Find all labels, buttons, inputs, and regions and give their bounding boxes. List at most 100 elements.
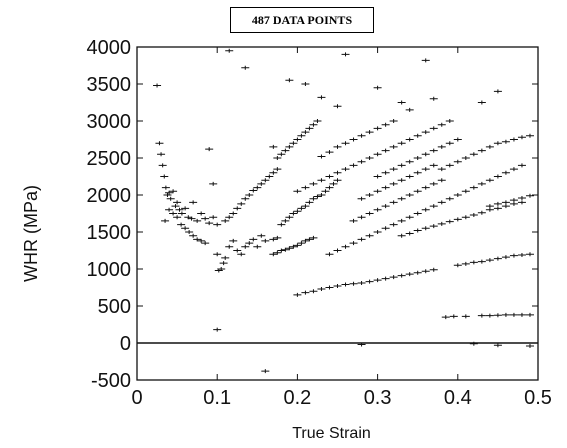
- data-point: [381, 148, 390, 153]
- data-point: [333, 248, 342, 253]
- data-point: [437, 144, 446, 149]
- data-point: [493, 256, 502, 261]
- data-point: [445, 119, 454, 123]
- data-point: [325, 252, 334, 257]
- data-point: [509, 167, 518, 172]
- data-point: [301, 130, 310, 135]
- data-point: [477, 148, 486, 153]
- data-point: [317, 178, 326, 183]
- data-point: [209, 215, 218, 220]
- data-point: [261, 178, 270, 183]
- data-point: [333, 104, 342, 109]
- data-point: [221, 218, 230, 223]
- data-point: [305, 237, 314, 242]
- data-point: [501, 255, 510, 260]
- x-tick-label: 0.1: [203, 387, 231, 409]
- data-point: [285, 215, 294, 220]
- y-tick-label: 2000: [87, 185, 132, 207]
- data-point: [501, 139, 510, 144]
- data-point: [349, 241, 358, 246]
- data-point: [397, 178, 406, 183]
- data-point: [165, 190, 174, 195]
- data-point: [373, 152, 382, 157]
- data-point: [373, 278, 382, 283]
- data-point: [225, 215, 234, 220]
- data-point: [349, 281, 358, 286]
- y-axis-label: WHR (MPa): [21, 185, 41, 282]
- y-tick-label: -500: [91, 370, 131, 392]
- data-point: [285, 144, 294, 149]
- data-point: [485, 178, 494, 183]
- data-point: [155, 141, 164, 146]
- data-point: [289, 141, 298, 146]
- data-point: [413, 156, 422, 160]
- data-point: [281, 218, 290, 223]
- data-point: [493, 313, 502, 318]
- data-point: [233, 248, 242, 253]
- data-point: [421, 269, 430, 274]
- data-point: [469, 341, 478, 346]
- data-point: [333, 284, 342, 289]
- data-point: [461, 215, 470, 220]
- data-point: [297, 241, 306, 246]
- data-point: [421, 152, 430, 157]
- data-point: [405, 272, 414, 277]
- data-point: [509, 201, 518, 206]
- data-point: [225, 244, 234, 249]
- data-point: [341, 244, 350, 249]
- data-point: [325, 285, 334, 290]
- data-point: [157, 152, 166, 157]
- data-point: [421, 226, 430, 231]
- data-point: [253, 244, 262, 249]
- data-point: [445, 196, 454, 201]
- data-point: [289, 211, 298, 216]
- data-point: [237, 252, 246, 257]
- data-point: [397, 100, 406, 105]
- data-point: [461, 261, 470, 266]
- data-point: [217, 267, 226, 271]
- x-tick-label: 0.2: [283, 387, 311, 409]
- data-point: [493, 206, 502, 211]
- data-point: [493, 343, 502, 348]
- data-point: [461, 156, 470, 160]
- data-point: [397, 233, 406, 238]
- data-point: [485, 144, 494, 149]
- data-point: [509, 312, 518, 317]
- data-point: [405, 137, 414, 142]
- data-point: [413, 189, 422, 194]
- data-point: [517, 135, 526, 140]
- data-point: [161, 185, 170, 190]
- data-point: [469, 185, 478, 190]
- data-point: [205, 147, 214, 152]
- data-point: [429, 96, 438, 101]
- data-point: [285, 78, 294, 83]
- data-point: [309, 289, 318, 294]
- data-point: [261, 369, 270, 374]
- data-point: [213, 252, 222, 257]
- data-point: [305, 126, 314, 131]
- data-point: [493, 141, 502, 146]
- y-tick-label: 500: [98, 296, 131, 318]
- data-point: [477, 313, 486, 318]
- data-point: [397, 163, 406, 168]
- data-point: [185, 230, 194, 234]
- data-point: [517, 200, 526, 205]
- data-point: [249, 188, 258, 193]
- data-point: [297, 133, 306, 138]
- data-point: [193, 218, 202, 223]
- data-point: [365, 193, 374, 197]
- data-point: [301, 204, 310, 209]
- data-point: [193, 237, 202, 242]
- data-point: [301, 82, 310, 86]
- data-point: [261, 238, 270, 243]
- data-point: [325, 185, 334, 190]
- data-point: [237, 201, 246, 206]
- data-point: [501, 200, 510, 205]
- data-point: [293, 292, 302, 297]
- data-point: [493, 174, 502, 179]
- data-point: [453, 159, 462, 164]
- data-point: [405, 174, 414, 179]
- data-point: [269, 237, 278, 242]
- data-point: [293, 243, 302, 248]
- data-point: [163, 193, 172, 197]
